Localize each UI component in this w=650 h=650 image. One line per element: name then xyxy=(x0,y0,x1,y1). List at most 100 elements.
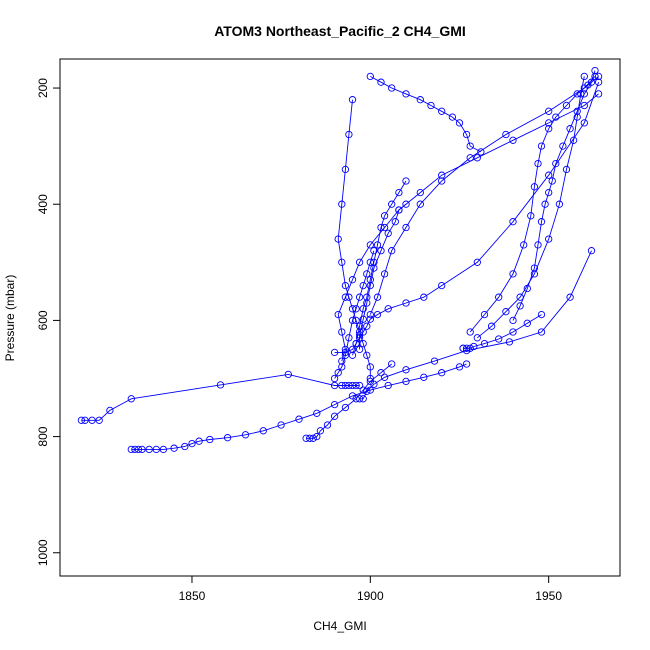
data-point xyxy=(388,84,396,92)
data-point xyxy=(480,310,489,319)
data-point xyxy=(323,421,332,429)
data-point xyxy=(363,322,371,330)
data-point xyxy=(359,315,367,323)
data-point xyxy=(373,310,382,319)
data-point xyxy=(384,229,392,237)
data-point xyxy=(355,381,364,390)
data-point xyxy=(502,308,510,316)
data-point xyxy=(509,218,517,226)
data-point xyxy=(537,310,546,319)
data-point xyxy=(295,415,303,423)
data-point xyxy=(402,177,410,185)
data-point xyxy=(352,381,360,390)
data-point xyxy=(388,247,396,255)
data-point xyxy=(584,81,592,89)
data-point xyxy=(438,107,446,115)
data-point xyxy=(338,328,346,336)
data-point xyxy=(127,395,135,403)
profile-line xyxy=(334,250,375,379)
data-point xyxy=(348,96,357,104)
data-point xyxy=(402,366,410,374)
data-point xyxy=(348,316,357,325)
data-point xyxy=(380,270,389,278)
data-point xyxy=(334,310,342,319)
data-point xyxy=(562,165,571,174)
profile-series xyxy=(334,96,374,383)
data-point xyxy=(330,400,339,409)
data-point xyxy=(509,316,517,325)
profile-series xyxy=(459,310,546,352)
data-point xyxy=(195,437,203,445)
profile-series xyxy=(366,72,599,319)
data-point xyxy=(591,66,599,75)
data-point xyxy=(316,427,325,435)
data-point xyxy=(594,90,603,98)
profile-series xyxy=(473,72,588,342)
data-point xyxy=(359,386,367,394)
data-point xyxy=(580,119,588,127)
data-point xyxy=(373,293,382,301)
data-point xyxy=(509,270,517,278)
data-point xyxy=(170,444,178,452)
data-point xyxy=(395,206,403,214)
profile-series xyxy=(466,72,603,336)
data-point xyxy=(77,416,86,424)
data-point xyxy=(334,369,342,377)
y-tick-label: 800 xyxy=(36,426,50,446)
data-point xyxy=(416,200,424,208)
y-tick-label: 600 xyxy=(36,310,50,330)
data-point xyxy=(145,445,153,454)
data-point xyxy=(355,322,364,330)
data-point xyxy=(380,373,389,381)
data-point xyxy=(534,241,542,249)
data-point xyxy=(330,348,339,357)
y-tick-label: 200 xyxy=(36,78,50,98)
data-point xyxy=(420,373,428,381)
data-point xyxy=(416,96,424,104)
data-point xyxy=(380,212,389,220)
profile-line xyxy=(131,363,467,450)
data-point xyxy=(537,218,546,226)
x-axis-label: CH4_GMI xyxy=(313,619,366,633)
data-point xyxy=(341,381,350,390)
data-point xyxy=(559,142,567,150)
data-point xyxy=(466,344,474,352)
data-point xyxy=(341,281,350,290)
data-point xyxy=(352,305,360,313)
data-point xyxy=(477,148,485,156)
data-point xyxy=(537,328,546,336)
data-point xyxy=(370,247,378,255)
data-point xyxy=(366,386,374,394)
data-point xyxy=(363,270,371,278)
data-point xyxy=(402,90,410,98)
data-point xyxy=(530,264,539,272)
data-point xyxy=(355,331,364,339)
data-point xyxy=(241,431,250,439)
data-point xyxy=(366,315,374,323)
data-point xyxy=(594,72,603,81)
data-point xyxy=(366,374,374,383)
data-point xyxy=(523,319,531,327)
data-point xyxy=(380,223,389,232)
data-point xyxy=(355,395,364,403)
data-point xyxy=(370,380,378,388)
profile-series xyxy=(509,66,599,325)
data-point xyxy=(402,223,410,232)
data-point xyxy=(377,247,385,255)
profile-series xyxy=(302,360,396,442)
data-point xyxy=(359,281,367,290)
data-point xyxy=(545,125,553,133)
data-point xyxy=(377,369,385,377)
data-point xyxy=(223,434,232,442)
data-point xyxy=(88,416,96,424)
data-point xyxy=(545,107,553,115)
data-point xyxy=(402,299,410,307)
data-point xyxy=(438,369,446,377)
data-point xyxy=(359,395,367,403)
data-point xyxy=(131,445,139,454)
data-point xyxy=(552,113,560,121)
data-point xyxy=(384,381,392,390)
data-point xyxy=(355,258,364,266)
data-point xyxy=(516,293,524,301)
data-point xyxy=(530,183,539,191)
